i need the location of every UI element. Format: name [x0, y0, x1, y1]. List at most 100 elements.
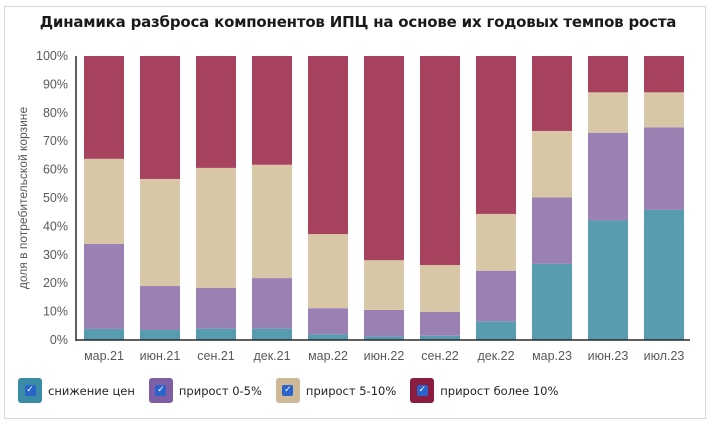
bar-segment [252, 328, 292, 340]
y-tick-label: 40% [43, 219, 68, 233]
bar-segment [644, 56, 684, 93]
bar-segment [252, 164, 292, 279]
chart-frame [4, 6, 706, 419]
x-tick-label: июн.21 [140, 349, 181, 363]
bar-segment [308, 334, 348, 340]
bar-segment [140, 330, 180, 340]
y-tick-label: 20% [43, 276, 68, 290]
bar-stack [420, 56, 460, 340]
checkbox-checked-icon[interactable]: ✓ [24, 385, 36, 396]
bar-segment [308, 308, 348, 335]
bar-segment [532, 56, 572, 131]
legend-swatch: ✓ [275, 378, 300, 403]
bar-segment [140, 286, 180, 331]
bar-segment [532, 130, 572, 198]
legend-label: снижение цен [48, 383, 135, 398]
y-tick-label: 70% [43, 134, 68, 148]
x-tick-label: мар.21 [84, 349, 124, 363]
bar-segment [644, 92, 684, 128]
bar-segment [644, 127, 684, 210]
bar-segment [140, 56, 180, 179]
bar-stack [588, 56, 628, 340]
bar-segment [364, 309, 404, 337]
bar-segment [420, 335, 460, 340]
bar-segment [84, 158, 124, 245]
bar-stack [364, 56, 404, 340]
bar-segment [84, 328, 124, 340]
x-tick-label: сен.21 [197, 349, 235, 363]
bar-segment [588, 92, 628, 133]
bar-segment [420, 56, 460, 266]
bar-segment [308, 56, 348, 235]
legend-swatch: ✓ [148, 378, 173, 403]
y-tick-label: 50% [43, 191, 68, 205]
x-tick-label: дек.22 [477, 349, 514, 363]
x-axis: мар.21 июн.21 сен.21 дек.21 мар.22 июн.22 сен.… [76, 339, 690, 363]
legend: ✓ снижение цен ✓ прирост 0-5% ✓ прирост … [18, 378, 572, 403]
bar-segment [140, 178, 180, 287]
checkbox-checked-icon[interactable]: ✓ [155, 385, 167, 396]
checkbox-checked-icon[interactable]: ✓ [282, 385, 294, 396]
legend-item-growth-5-10[interactable]: ✓ прирост 5-10% [275, 378, 397, 403]
bar-stack [476, 56, 516, 340]
chart-title: Динамика разброса компонентов ИПЦ на осн… [39, 13, 677, 31]
y-tick-label: 90% [43, 77, 68, 91]
bar-segment [476, 321, 516, 340]
bar-segment [588, 132, 628, 221]
bar-segment [588, 56, 628, 93]
bars [84, 56, 684, 340]
bar-segment [476, 213, 516, 271]
legend-swatch: ✓ [410, 378, 435, 403]
y-axis: 0% 10% 20% 30% 40% 50% 60% 70% 80% 90% 100% [36, 49, 77, 347]
bar-segment [196, 288, 236, 329]
x-tick-label: июн.23 [588, 349, 629, 363]
x-tick-label: июн.22 [364, 349, 405, 363]
legend-label: прирост более 10% [440, 383, 559, 398]
bar-stack [196, 56, 236, 340]
bar-segment [476, 56, 516, 214]
x-tick-label: дек.21 [253, 349, 290, 363]
legend-swatch: ✓ [18, 378, 42, 403]
bar-segment [84, 244, 124, 329]
legend-label: прирост 0-5% [178, 383, 262, 398]
bar-segment [364, 260, 404, 310]
bar-stack [308, 56, 348, 340]
bar-segment [84, 56, 124, 159]
x-tick-label: сен.22 [421, 349, 459, 363]
bar-segment [196, 167, 236, 289]
legend-item-price-decrease[interactable]: ✓ снижение цен [18, 378, 135, 403]
y-tick-label: 60% [43, 163, 68, 177]
y-axis-label: доля в потребительской корзине [16, 107, 30, 290]
bar-segment [196, 56, 236, 168]
bar-stack [140, 56, 180, 340]
checkbox-checked-icon[interactable]: ✓ [416, 385, 428, 396]
bar-stack [644, 56, 684, 340]
x-tick-label: июл.23 [644, 349, 685, 363]
bar-segment [308, 234, 348, 309]
bar-segment [420, 265, 460, 312]
bar-segment [364, 336, 404, 340]
bar-segment [252, 278, 292, 329]
bar-segment [532, 263, 572, 340]
bar-stack [532, 56, 572, 340]
bar-segment [644, 209, 684, 340]
bar-segment [252, 56, 292, 165]
bar-stack [252, 56, 292, 340]
y-tick-label: 0% [50, 333, 68, 347]
y-tick-label: 80% [43, 106, 68, 120]
bar-stack [84, 56, 124, 340]
y-tick-label: 30% [43, 248, 68, 262]
bar-segment [420, 311, 460, 336]
y-tick-label: 10% [43, 305, 68, 319]
y-tick-label: 100% [36, 49, 68, 63]
legend-item-growth-over-10[interactable]: ✓ прирост более 10% [410, 378, 558, 403]
x-tick-label: мар.22 [308, 349, 348, 363]
legend-label: прирост 5-10% [305, 383, 397, 398]
x-tick-label: мар.23 [532, 349, 572, 363]
legend-item-growth-0-5[interactable]: ✓ прирост 0-5% [148, 378, 262, 403]
bar-segment [588, 220, 628, 340]
bar-segment [476, 270, 516, 322]
bar-segment [196, 328, 236, 340]
bar-segment [532, 197, 572, 264]
